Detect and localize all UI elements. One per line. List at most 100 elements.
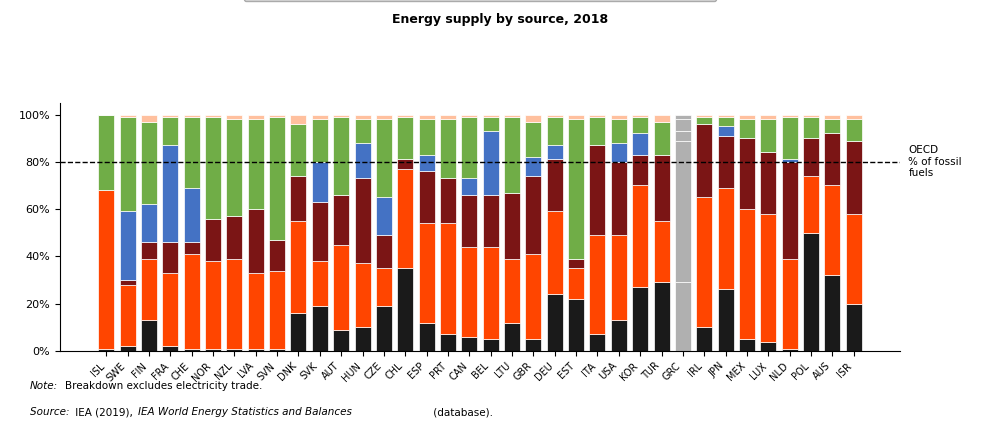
Bar — [397, 160, 413, 169]
Bar — [333, 117, 349, 195]
Bar — [162, 145, 178, 242]
Bar — [184, 254, 200, 348]
Bar — [184, 188, 200, 242]
Bar — [98, 348, 114, 351]
Bar — [824, 115, 840, 119]
Bar — [269, 348, 285, 351]
Bar — [739, 119, 755, 138]
Bar — [120, 211, 136, 280]
Bar — [376, 197, 392, 235]
Bar — [483, 115, 499, 117]
Bar — [632, 134, 648, 155]
Bar — [568, 259, 584, 268]
Bar — [269, 115, 285, 117]
Bar — [803, 138, 819, 176]
Bar — [782, 117, 798, 160]
Bar — [248, 348, 264, 351]
Bar — [547, 145, 563, 160]
Bar — [419, 155, 435, 171]
Bar — [696, 327, 712, 351]
Bar — [312, 119, 328, 162]
Bar — [525, 157, 541, 176]
Bar — [525, 115, 541, 122]
Text: Energy supply by source, 2018: Energy supply by source, 2018 — [392, 13, 608, 26]
Bar — [269, 270, 285, 348]
Bar — [120, 346, 136, 351]
Bar — [461, 337, 477, 351]
Bar — [141, 205, 157, 242]
Bar — [782, 259, 798, 348]
Bar — [205, 219, 221, 261]
Bar — [355, 264, 371, 327]
Bar — [611, 235, 627, 320]
Bar — [461, 247, 477, 337]
Bar — [290, 115, 306, 124]
Bar — [547, 211, 563, 294]
Bar — [654, 115, 670, 122]
Bar — [589, 115, 605, 117]
Bar — [333, 330, 349, 351]
Bar — [739, 115, 755, 119]
Bar — [760, 214, 776, 342]
Bar — [461, 117, 477, 178]
Bar — [184, 115, 200, 117]
Bar — [440, 223, 456, 334]
Bar — [397, 115, 413, 117]
Bar — [162, 115, 178, 117]
Bar — [632, 155, 648, 185]
Bar — [290, 124, 306, 176]
Bar — [696, 124, 712, 197]
Bar — [589, 145, 605, 235]
Bar — [120, 117, 136, 211]
Bar — [824, 119, 840, 134]
Bar — [718, 136, 734, 188]
Bar — [632, 117, 648, 134]
Bar — [376, 268, 392, 306]
Legend: Coal, peat, oil shale, Oil, Natural gas, Nuclear, Renewables, Other: Coal, peat, oil shale, Oil, Natural gas,… — [244, 0, 716, 1]
Bar — [376, 119, 392, 197]
Bar — [355, 327, 371, 351]
Bar — [547, 117, 563, 145]
Bar — [504, 323, 520, 351]
Bar — [782, 162, 798, 259]
Bar — [419, 119, 435, 155]
Bar — [718, 117, 734, 126]
Bar — [419, 323, 435, 351]
Bar — [611, 119, 627, 143]
Bar — [162, 117, 178, 145]
Bar — [141, 320, 157, 351]
Bar — [568, 115, 584, 119]
Bar — [632, 115, 648, 117]
Bar — [824, 275, 840, 351]
Bar — [376, 306, 392, 351]
Bar — [269, 117, 285, 240]
Bar — [120, 115, 136, 117]
Bar — [739, 209, 755, 339]
Bar — [846, 140, 862, 214]
Bar — [98, 115, 114, 190]
Bar — [654, 221, 670, 282]
Bar — [675, 119, 691, 131]
Bar — [504, 117, 520, 193]
Bar — [248, 273, 264, 348]
Bar — [568, 119, 584, 259]
Bar — [782, 115, 798, 117]
Bar — [141, 242, 157, 259]
Bar — [226, 348, 242, 351]
Bar — [589, 117, 605, 145]
Text: Source:: Source: — [30, 407, 73, 417]
Bar — [162, 346, 178, 351]
Bar — [290, 313, 306, 351]
Bar — [141, 122, 157, 205]
Bar — [696, 197, 712, 327]
Bar — [718, 126, 734, 136]
Bar — [290, 176, 306, 221]
Bar — [525, 254, 541, 339]
Bar — [184, 117, 200, 188]
Bar — [504, 259, 520, 323]
Bar — [440, 119, 456, 178]
Bar — [397, 117, 413, 160]
Bar — [440, 115, 456, 119]
Bar — [654, 122, 670, 155]
Bar — [205, 117, 221, 219]
